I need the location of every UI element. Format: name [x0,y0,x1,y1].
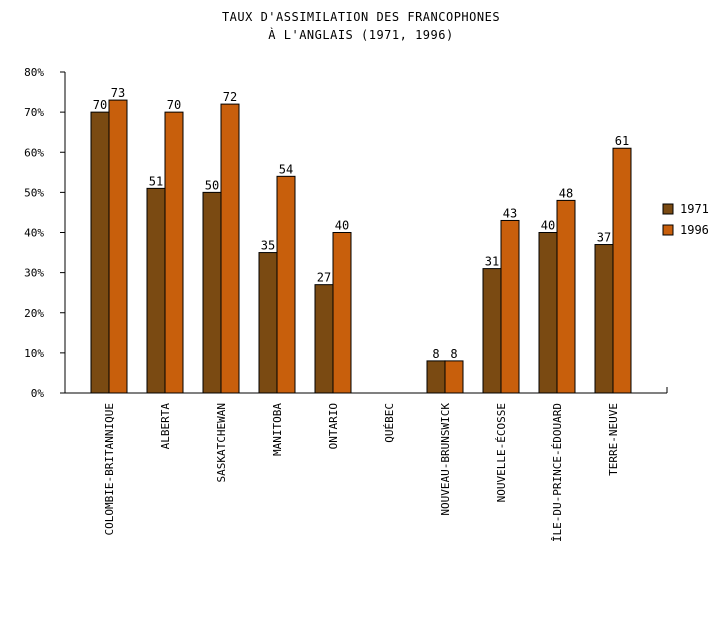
data-label: 72 [223,90,237,104]
x-tick-label: ÎLE-DU-PRINCE-ÉDOUARD [551,403,564,542]
bar-1971 [426,360,446,394]
data-label: 51 [149,174,163,188]
bar-1996 [500,219,520,394]
data-label: 50 [205,178,219,192]
y-tick-label: 60% [24,146,44,159]
data-label: 70 [167,98,181,112]
data-label: 40 [335,219,349,233]
data-label: 37 [597,231,611,245]
y-tick-label: 20% [24,307,44,320]
bar-1971 [90,111,110,394]
bar-1971 [258,252,278,394]
data-label: 43 [503,206,517,220]
y-tick-label: 0% [31,387,45,400]
bar-1971 [314,284,334,394]
x-tick-label: MANITOBA [271,403,284,456]
bar-1996 [444,360,464,394]
bar-1996 [220,103,240,394]
data-label: 70 [93,98,107,112]
x-tick-label: ONTARIO [327,403,340,449]
data-label: 8 [432,347,439,361]
legend-swatch-1971 [662,203,674,215]
bar-1971 [594,244,614,394]
y-tick-label: 70% [24,106,44,119]
bar-1971 [482,268,502,394]
legend-swatch-1996 [662,224,674,236]
data-label: 73 [111,86,125,100]
bar-1996 [332,232,352,394]
data-label: 35 [261,239,275,253]
bar-1996 [276,175,296,394]
bar-1971 [146,187,166,394]
legend-label: 1971 [680,202,709,216]
bar-1971 [538,232,558,394]
data-label: 31 [485,255,499,269]
data-label: 27 [317,271,331,285]
bar-1996 [108,99,128,394]
y-tick-label: 30% [24,267,44,280]
x-tick-label: SASKATCHEWAN [215,403,228,482]
data-label: 8 [450,347,457,361]
y-tick-label: 80% [24,66,44,79]
x-tick-label: NOUVEAU-BRUNSWICK [439,403,452,516]
bar-1996 [612,147,632,394]
data-label: 61 [615,134,629,148]
bar-1996 [556,199,576,394]
chart-title-line-2: À L'ANGLAIS (1971, 1996) [268,28,454,42]
data-label: 54 [279,162,293,176]
data-label: 40 [541,219,555,233]
legend-label: 1996 [680,223,709,237]
x-tick-label: ALBERTA [159,403,172,450]
y-tick-label: 50% [24,186,44,199]
data-label: 48 [559,186,573,200]
y-tick-label: 40% [24,227,44,240]
x-tick-label: TERRE-NEUVE [607,403,620,476]
y-tick-label: 10% [24,347,44,360]
x-tick-label: NOUVELLE-ÉCOSSE [495,403,508,502]
bar-1971 [202,191,222,394]
x-tick-label: QUÉBEC [383,403,396,443]
chart-title-line-1: TAUX D'ASSIMILATION DES FRANCOPHONES [221,10,501,24]
x-tick-label: COLOMBIE-BRITANNIQUE [103,403,116,535]
bar-1996 [164,111,184,394]
